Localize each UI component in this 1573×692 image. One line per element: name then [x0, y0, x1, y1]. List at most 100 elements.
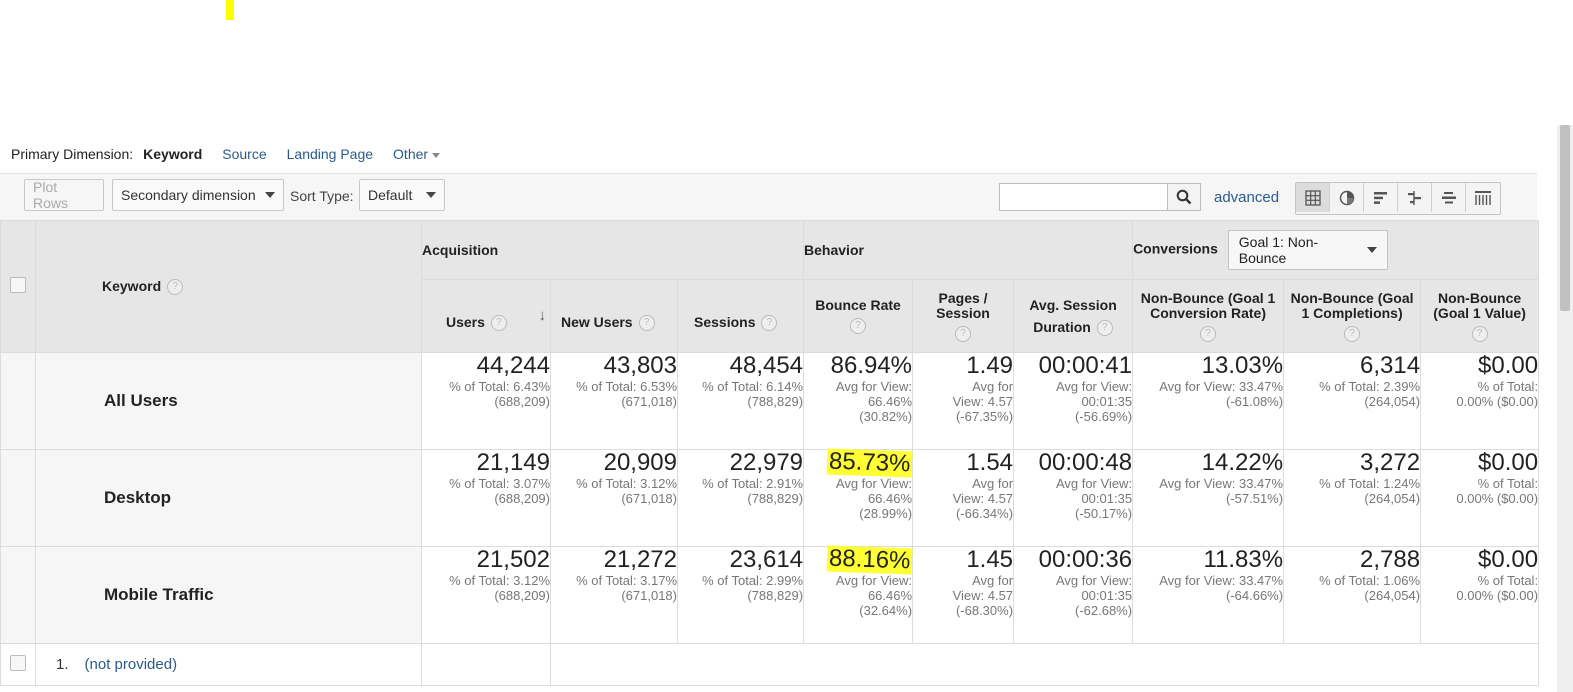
column-header-label: Bounce Rate [815, 297, 901, 313]
metric-sub: (264,054) [1364, 394, 1421, 409]
metric-sub: (-68.30%) [955, 603, 1014, 618]
metric-cell-goal1-completions: 6,314% of Total: 2.39% (264,054) [1283, 352, 1422, 450]
column-header-label-line2: Session [936, 304, 990, 321]
metric-value: 22,979 [729, 449, 804, 476]
metric-sub: Avg for View: [1055, 573, 1133, 588]
secondary-dimension-dropdown[interactable]: Secondary dimension [112, 179, 284, 211]
chevron-down-icon [432, 152, 441, 158]
metric-sub: View: 4.57 [952, 491, 1014, 506]
search-icon [1176, 189, 1192, 205]
metric-sub: (688,209) [494, 491, 550, 506]
metric-value: 00:00:41 [1038, 352, 1133, 379]
metric-sub: (788,829) [747, 491, 804, 506]
metric-sub: % of Total: [1477, 573, 1539, 588]
pivot-view-button[interactable] [1466, 183, 1500, 212]
metric-cell-avg-session-duration: 00:00:41 Avg for View: 00:01:35 (-56.69%) [1013, 352, 1134, 450]
help-icon[interactable]: ? [167, 279, 184, 296]
metric-value: 2,788 [1360, 546, 1421, 573]
metric-cell-pages-session: 1.54 Avg for View: 4.57 (-66.34%) [912, 449, 1015, 547]
primary-dimension-landing-page[interactable]: Landing Page [286, 146, 374, 162]
keyword-column-header[interactable]: Keyword? [35, 220, 422, 353]
pie-view-button[interactable] [1330, 183, 1364, 212]
pie-view-icon [1339, 190, 1354, 205]
metric-value: 1.45 [966, 546, 1014, 573]
metric-sub: (788,829) [747, 588, 804, 603]
row-index: 1. [56, 656, 69, 673]
primary-dimension-other[interactable]: Other [393, 146, 441, 162]
metric-sub: % of Total: 3.17% [576, 573, 677, 588]
column-header-pages-session[interactable]: Pages / Session ? [912, 279, 1015, 353]
row-checkbox[interactable] [10, 655, 26, 671]
select-all-checkbox[interactable] [10, 277, 26, 293]
column-header-bounce-rate[interactable]: Bounce Rate ? [803, 279, 914, 353]
metric-cell-goal1-completions: 3,272% of Total: 1.24% (264,054) [1283, 449, 1422, 547]
help-icon[interactable]: ? [638, 315, 655, 332]
table-view-button[interactable] [1296, 183, 1330, 212]
metric-cell-sessions: 22,979% of Total: 2.91% (788,829) [676, 449, 805, 547]
comparison-view-button[interactable] [1398, 183, 1432, 212]
metric-cell-goal1-conversion-rate: 11.83% Avg for View: 33.47% (-64.66%) [1132, 546, 1285, 644]
metric-sub: 66.46% [867, 588, 913, 603]
term-cloud-view-icon [1441, 191, 1456, 203]
help-icon[interactable]: ? [1344, 325, 1361, 342]
table-view-icon [1304, 189, 1321, 206]
help-icon[interactable]: ? [1471, 325, 1488, 342]
column-header-goal1-completions[interactable]: Non-Bounce (Goal 1 Completions) ? [1283, 279, 1422, 353]
column-header-new-users[interactable]: New Users? [550, 279, 678, 353]
yellow-annotation-mark [226, 0, 234, 20]
row-checkbox-cell [0, 643, 36, 686]
metric-value: $0.00 [1478, 449, 1539, 476]
goal-select-dropdown[interactable]: Goal 1: Non-Bounce [1227, 230, 1388, 270]
column-header-label-line2: 1 Completions) [1301, 304, 1403, 321]
metric-sub: Avg for View: [835, 476, 913, 491]
metric-sub: % of Total: 1.06% [1319, 573, 1421, 588]
metric-cell-bounce-rate: 86.94% Avg for View: 66.46% (30.82%) [803, 352, 914, 450]
metric-sub: (688,209) [494, 394, 550, 409]
metric-sub: % of Total: 1.24% [1319, 476, 1421, 491]
search-button[interactable] [1167, 183, 1201, 211]
help-icon[interactable]: ? [1200, 325, 1217, 342]
help-icon[interactable]: ? [1096, 320, 1113, 337]
column-header-goal1-value[interactable]: Non-Bounce (Goal 1 Value) ? [1420, 279, 1540, 353]
help-icon[interactable]: ? [850, 318, 867, 334]
metric-sub: 66.46% [867, 491, 913, 506]
column-header-sessions[interactable]: Sessions? [676, 279, 805, 353]
scrollbar-thumb[interactable] [1560, 125, 1570, 311]
term-cloud-view-button[interactable] [1432, 183, 1466, 212]
column-header-avg-session-duration[interactable]: Avg. Session Duration? [1013, 279, 1134, 353]
metric-cell-sessions: 23,614% of Total: 2.99% (788,829) [676, 546, 805, 644]
metric-cell-empty [550, 643, 1540, 686]
column-header-label: Users [446, 313, 485, 330]
bar-view-button[interactable] [1364, 183, 1398, 212]
metric-cell-goal1-conversion-rate: 13.03% Avg for View: 33.47% (-61.08%) [1132, 352, 1285, 450]
keyword-link[interactable]: (not provided) [84, 656, 178, 673]
column-header-goal1-conversion-rate[interactable]: Non-Bounce (Goal 1 Conversion Rate) ? [1132, 279, 1285, 353]
metric-sub: (671,018) [621, 394, 677, 409]
metric-cell-goal1-completions: 2,788% of Total: 1.06% (264,054) [1283, 546, 1422, 644]
highlighted-value: 88.16% [826, 544, 913, 575]
metric-value: 11.83% [1203, 546, 1284, 573]
metric-sub: % of Total: 6.14% [702, 379, 804, 394]
metric-cell-new-users: 43,803% of Total: 6.53% (671,018) [550, 352, 678, 450]
metric-sub: 0.00% ($0.00) [1456, 491, 1539, 506]
sort-type-dropdown[interactable]: Default [359, 179, 445, 211]
column-header-label: Pages / [938, 289, 988, 306]
help-icon[interactable]: ? [761, 315, 778, 332]
metric-sub: Avg for View: [1055, 476, 1133, 491]
metric-cell-goal1-value: $0.00% of Total: 0.00% ($0.00) [1420, 449, 1540, 547]
metric-sub: (30.82%) [859, 409, 913, 424]
help-icon[interactable]: ? [490, 315, 507, 332]
table-search-input[interactable] [999, 183, 1168, 211]
metric-value: 21,502 [476, 546, 550, 573]
metric-value: 1.49 [966, 352, 1014, 379]
advanced-filter-link[interactable]: advanced [1214, 189, 1280, 206]
primary-dimension-label: Primary Dimension: [11, 146, 134, 162]
primary-dimension-keyword[interactable]: Keyword [143, 146, 203, 162]
column-header-users[interactable]: Users? ↓ [421, 279, 551, 353]
metric-cell-goal1-value: $0.00% of Total: 0.00% ($0.00) [1420, 352, 1540, 450]
plot-rows-button[interactable]: Plot Rows [24, 179, 104, 211]
primary-dimension-source[interactable]: Source [222, 146, 267, 162]
metric-sub: View: 4.57 [952, 394, 1014, 409]
metric-sub: Avg for View: 33.47% [1159, 573, 1284, 588]
help-icon[interactable]: ? [955, 325, 972, 342]
